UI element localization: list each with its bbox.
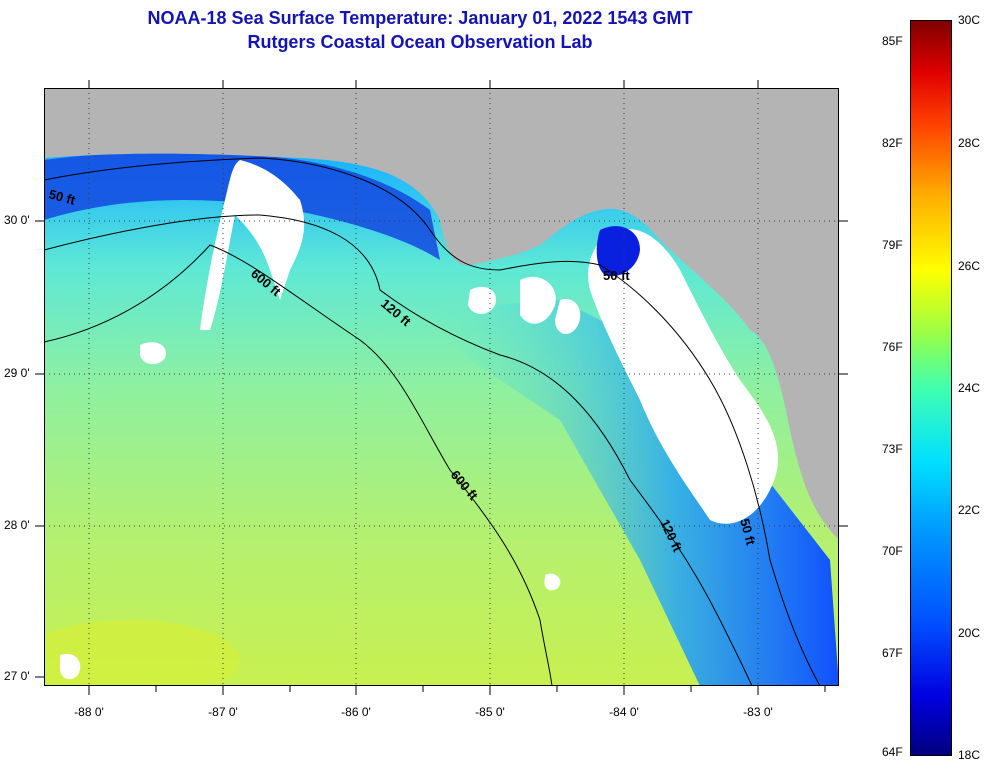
east-coastal-band: [430, 300, 839, 686]
lon-label: -84 0': [609, 705, 639, 719]
colorbar-f-label: 67F: [882, 646, 903, 660]
lat-label: 28 0': [4, 518, 30, 532]
map-title: NOAA-18 Sea Surface Temperature: January…: [147, 8, 693, 28]
colorbar-c-label: 20C: [958, 626, 981, 640]
temperature-colorbar: [910, 20, 952, 756]
lat-label: 30 0': [4, 213, 30, 227]
cloud-plume: [200, 160, 305, 330]
colorbar-c-label: 18C: [958, 748, 981, 762]
lat-label: 27 0': [4, 669, 30, 683]
contour-600ft: [44, 244, 553, 686]
colorbar-c-label: 24C: [958, 381, 981, 395]
contour-label: 50 ft: [603, 268, 630, 283]
colorbar-c-label: 26C: [958, 259, 981, 273]
contour-120ft: [44, 214, 753, 686]
cloud-big-bend: [588, 228, 779, 524]
contour-50ft: [44, 157, 821, 686]
lon-label: -85 0': [475, 705, 505, 719]
colorbar-c-label: 28C: [958, 136, 981, 150]
land: [44, 88, 839, 540]
colorbar-f-label: 64F: [882, 745, 903, 759]
colorbar-c-label: 30C: [958, 13, 981, 27]
warm-patch: [44, 620, 240, 686]
map-frame: [44, 88, 839, 686]
colorbar-f-label: 70F: [882, 544, 903, 558]
colorbar-f-label: 76F: [882, 340, 903, 354]
north-nearshore-band: [44, 151, 440, 260]
colorbar-f-label: 79F: [882, 238, 903, 252]
colorbar-f-label: 82F: [882, 136, 903, 150]
apalachee-bay-cold: [596, 226, 640, 277]
colorbar-f-label: 85F: [882, 34, 903, 48]
map-subtitle: Rutgers Coastal Ocean Observation Lab: [247, 32, 593, 52]
lon-label: -83 0': [743, 705, 773, 719]
axis-ticks: [35, 80, 848, 695]
lat-label: 29 0': [4, 366, 30, 380]
lon-label: -88 0': [74, 705, 104, 719]
contour-label: 50 ft: [737, 517, 759, 547]
contour-label: 50 ft: [47, 186, 77, 208]
cloud-patches-east: [468, 276, 581, 335]
lon-label: -86 0': [341, 705, 371, 719]
colorbar-c-label: 22C: [958, 503, 981, 517]
lon-label: -87 0': [208, 705, 238, 719]
colorbar-f-label: 73F: [882, 442, 903, 456]
